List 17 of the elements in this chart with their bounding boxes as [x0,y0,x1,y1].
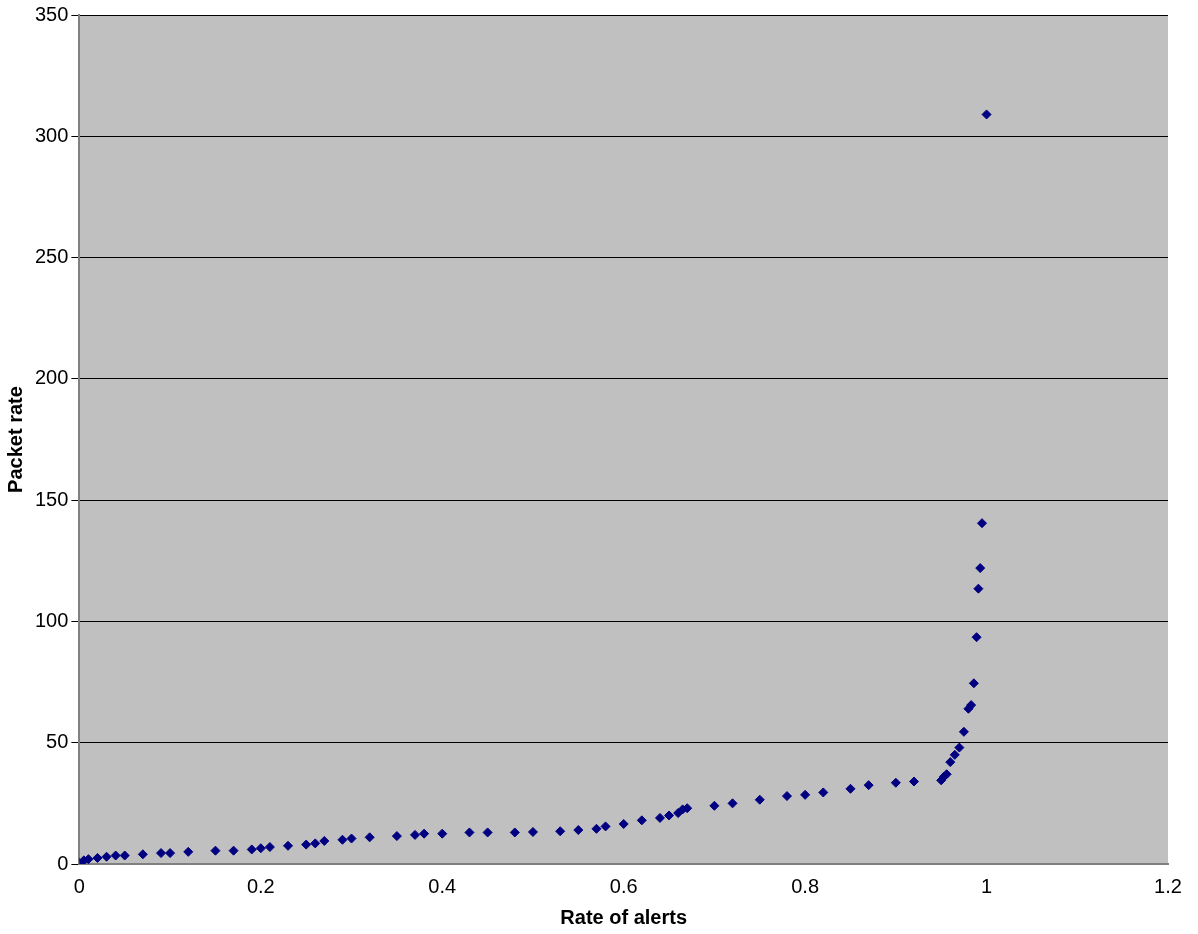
y-tick-label: 100 [34,608,69,631]
x-tick-label: 0.2 [246,874,275,897]
x-tick-label: 0.4 [428,874,457,897]
y-tick-label: 0 [57,851,69,874]
x-tick-label: 0.8 [791,874,820,897]
x-tick-label: 1.2 [1154,874,1182,897]
x-tick-label: 0 [73,874,85,897]
x-axis-title: Rate of alerts [560,905,688,928]
y-axis-title: Packet rate [3,386,26,493]
y-tick-label: 350 [34,2,69,25]
x-tick-label: 1 [981,874,993,897]
y-tick-label: 50 [46,730,69,753]
y-tick-label: 300 [34,123,69,146]
y-tick-label: 250 [34,245,69,268]
y-tick-label: 150 [34,487,69,510]
x-tick-label: 0.6 [609,874,638,897]
y-tick-label: 200 [34,366,69,389]
